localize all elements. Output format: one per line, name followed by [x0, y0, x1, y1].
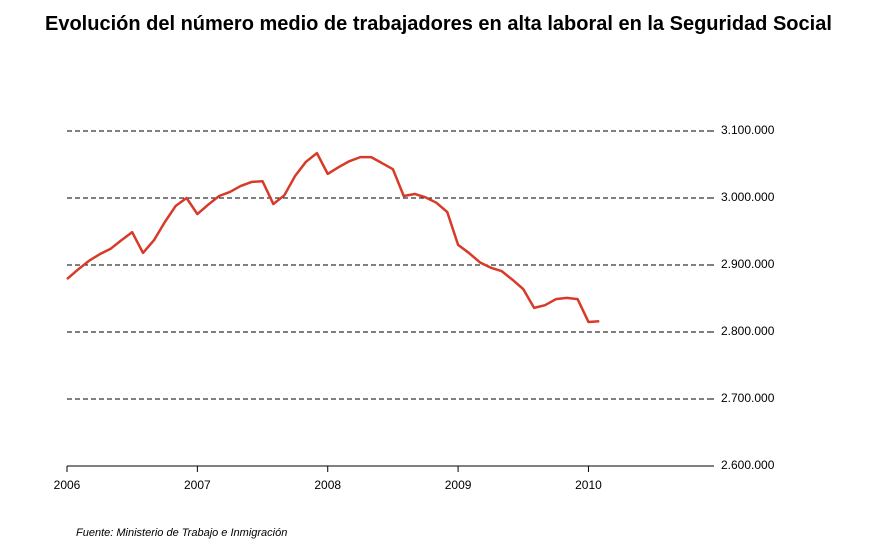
y-tick-label: 3.000.000 [721, 190, 775, 204]
x-tick-label: 2006 [54, 478, 81, 492]
x-tick-label: 2010 [575, 478, 602, 492]
y-tick-label: 3.100.000 [721, 123, 775, 137]
x-tick-label: 2009 [445, 478, 472, 492]
y-tick-label: 2.800.000 [721, 324, 775, 338]
x-tick-label: 2008 [314, 478, 341, 492]
y-tick-label: 2.900.000 [721, 257, 775, 271]
y-tick-label: 2.700.000 [721, 391, 775, 405]
data-line [66, 151, 600, 324]
x-tick-label: 2007 [184, 478, 211, 492]
source-note: Fuente: Ministerio de Trabajo e Inmigrac… [76, 527, 288, 539]
chart-title: Evolución del número medio de trabajador… [45, 13, 832, 35]
y-tick-label: 2.600.000 [721, 458, 775, 472]
